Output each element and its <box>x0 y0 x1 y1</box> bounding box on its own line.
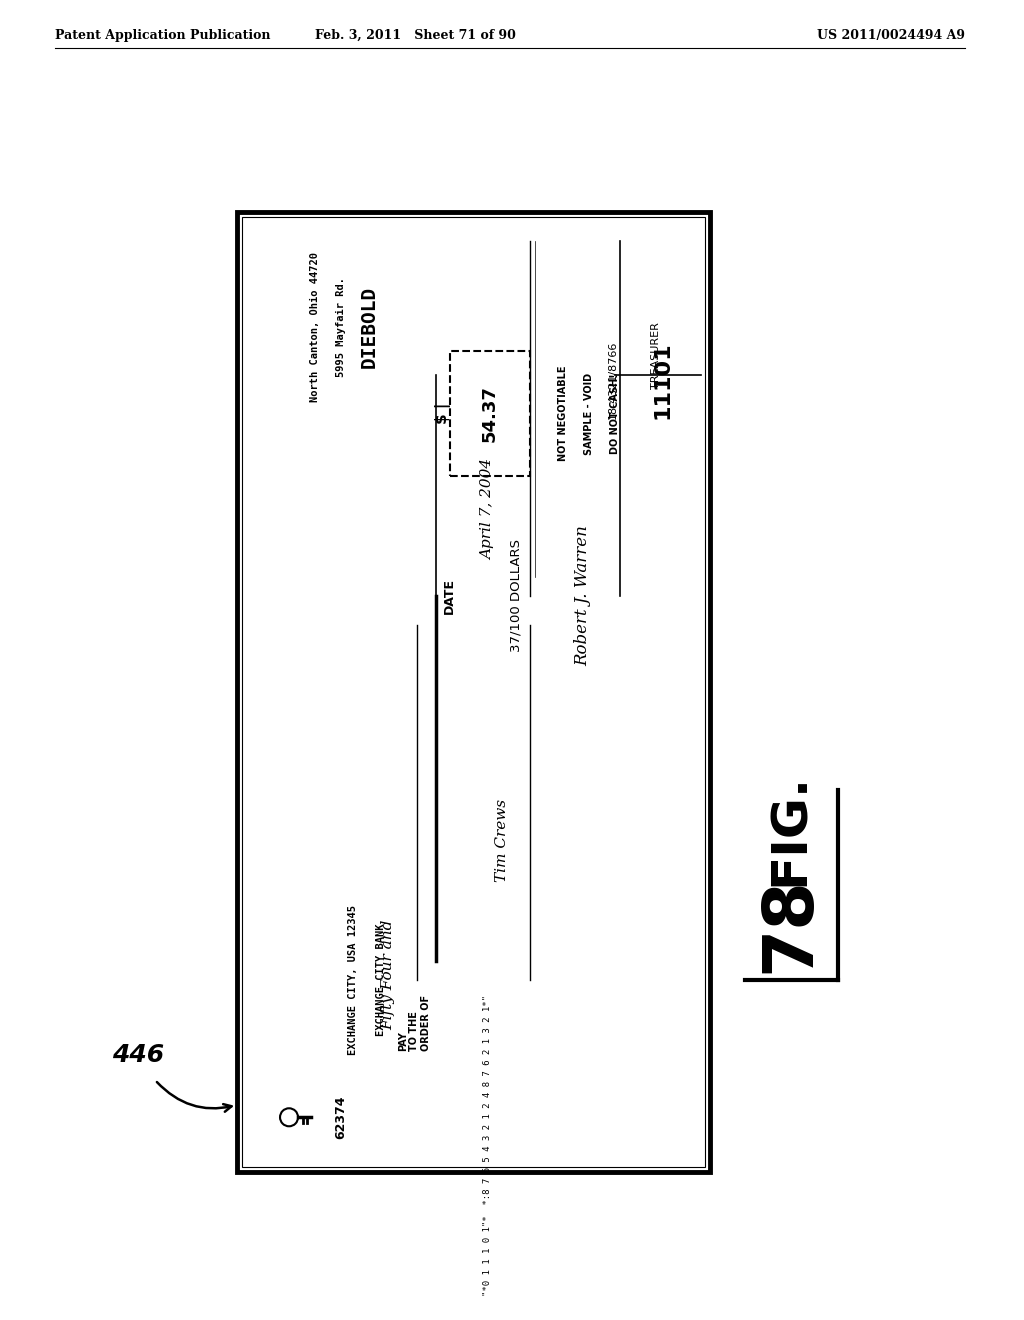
Bar <box>242 216 705 1167</box>
Text: TREASURER: TREASURER <box>650 322 660 389</box>
Text: 37/100 DOLLARS: 37/100 DOLLARS <box>510 540 522 652</box>
Text: April 7, 2004: April 7, 2004 <box>480 459 495 560</box>
Text: Tim Crews: Tim Crews <box>495 799 509 882</box>
Text: 18-4321/8766: 18-4321/8766 <box>608 341 618 420</box>
Text: DO NOT CASH!: DO NOT CASH! <box>610 374 621 454</box>
Text: $ |: $ | <box>435 403 451 424</box>
Text: Fifty Four and: Fifty Four and <box>381 920 395 1031</box>
Text: 54.37: 54.37 <box>481 385 499 442</box>
Text: DATE: DATE <box>443 578 457 614</box>
Text: NOT NEGOTIABLE: NOT NEGOTIABLE <box>558 366 568 462</box>
Circle shape <box>280 1109 298 1126</box>
Text: 62374: 62374 <box>335 1096 347 1139</box>
Text: Robert J. Warren: Robert J. Warren <box>573 525 591 667</box>
Text: EXCHANGE CITY BANK: EXCHANGE CITY BANK <box>376 924 386 1036</box>
FancyArrowPatch shape <box>157 1082 231 1111</box>
Text: Patent Application Publication: Patent Application Publication <box>55 29 270 41</box>
Text: 446: 446 <box>112 1043 164 1067</box>
Text: 5995 Mayfair Rd.: 5995 Mayfair Rd. <box>336 277 346 378</box>
Text: EXCHANGE CITY, USA 12345: EXCHANGE CITY, USA 12345 <box>348 906 357 1055</box>
Text: "*0 1 1 1 0 1"*  *:8 7 6 5 4 3 2 1 2 4 8 7 6 2 1 3 2 1*": "*0 1 1 1 0 1"* *:8 7 6 5 4 3 2 1 2 4 8 … <box>483 995 493 1296</box>
Text: US 2011/0024494 A9: US 2011/0024494 A9 <box>817 29 965 41</box>
Bar <box>450 351 530 477</box>
Text: 78: 78 <box>757 876 823 973</box>
Text: FIG.: FIG. <box>766 774 814 887</box>
Bar <box>237 213 710 1172</box>
Text: DIEBOLD: DIEBOLD <box>360 286 379 368</box>
Text: SAMPLE - VOID: SAMPLE - VOID <box>585 372 594 454</box>
Text: PAY
TO THE
ORDER OF: PAY TO THE ORDER OF <box>397 995 431 1051</box>
Text: 11101: 11101 <box>652 341 673 418</box>
Text: Feb. 3, 2011   Sheet 71 of 90: Feb. 3, 2011 Sheet 71 of 90 <box>314 29 515 41</box>
Text: North Canton, Ohio 44720: North Canton, Ohio 44720 <box>310 252 321 403</box>
